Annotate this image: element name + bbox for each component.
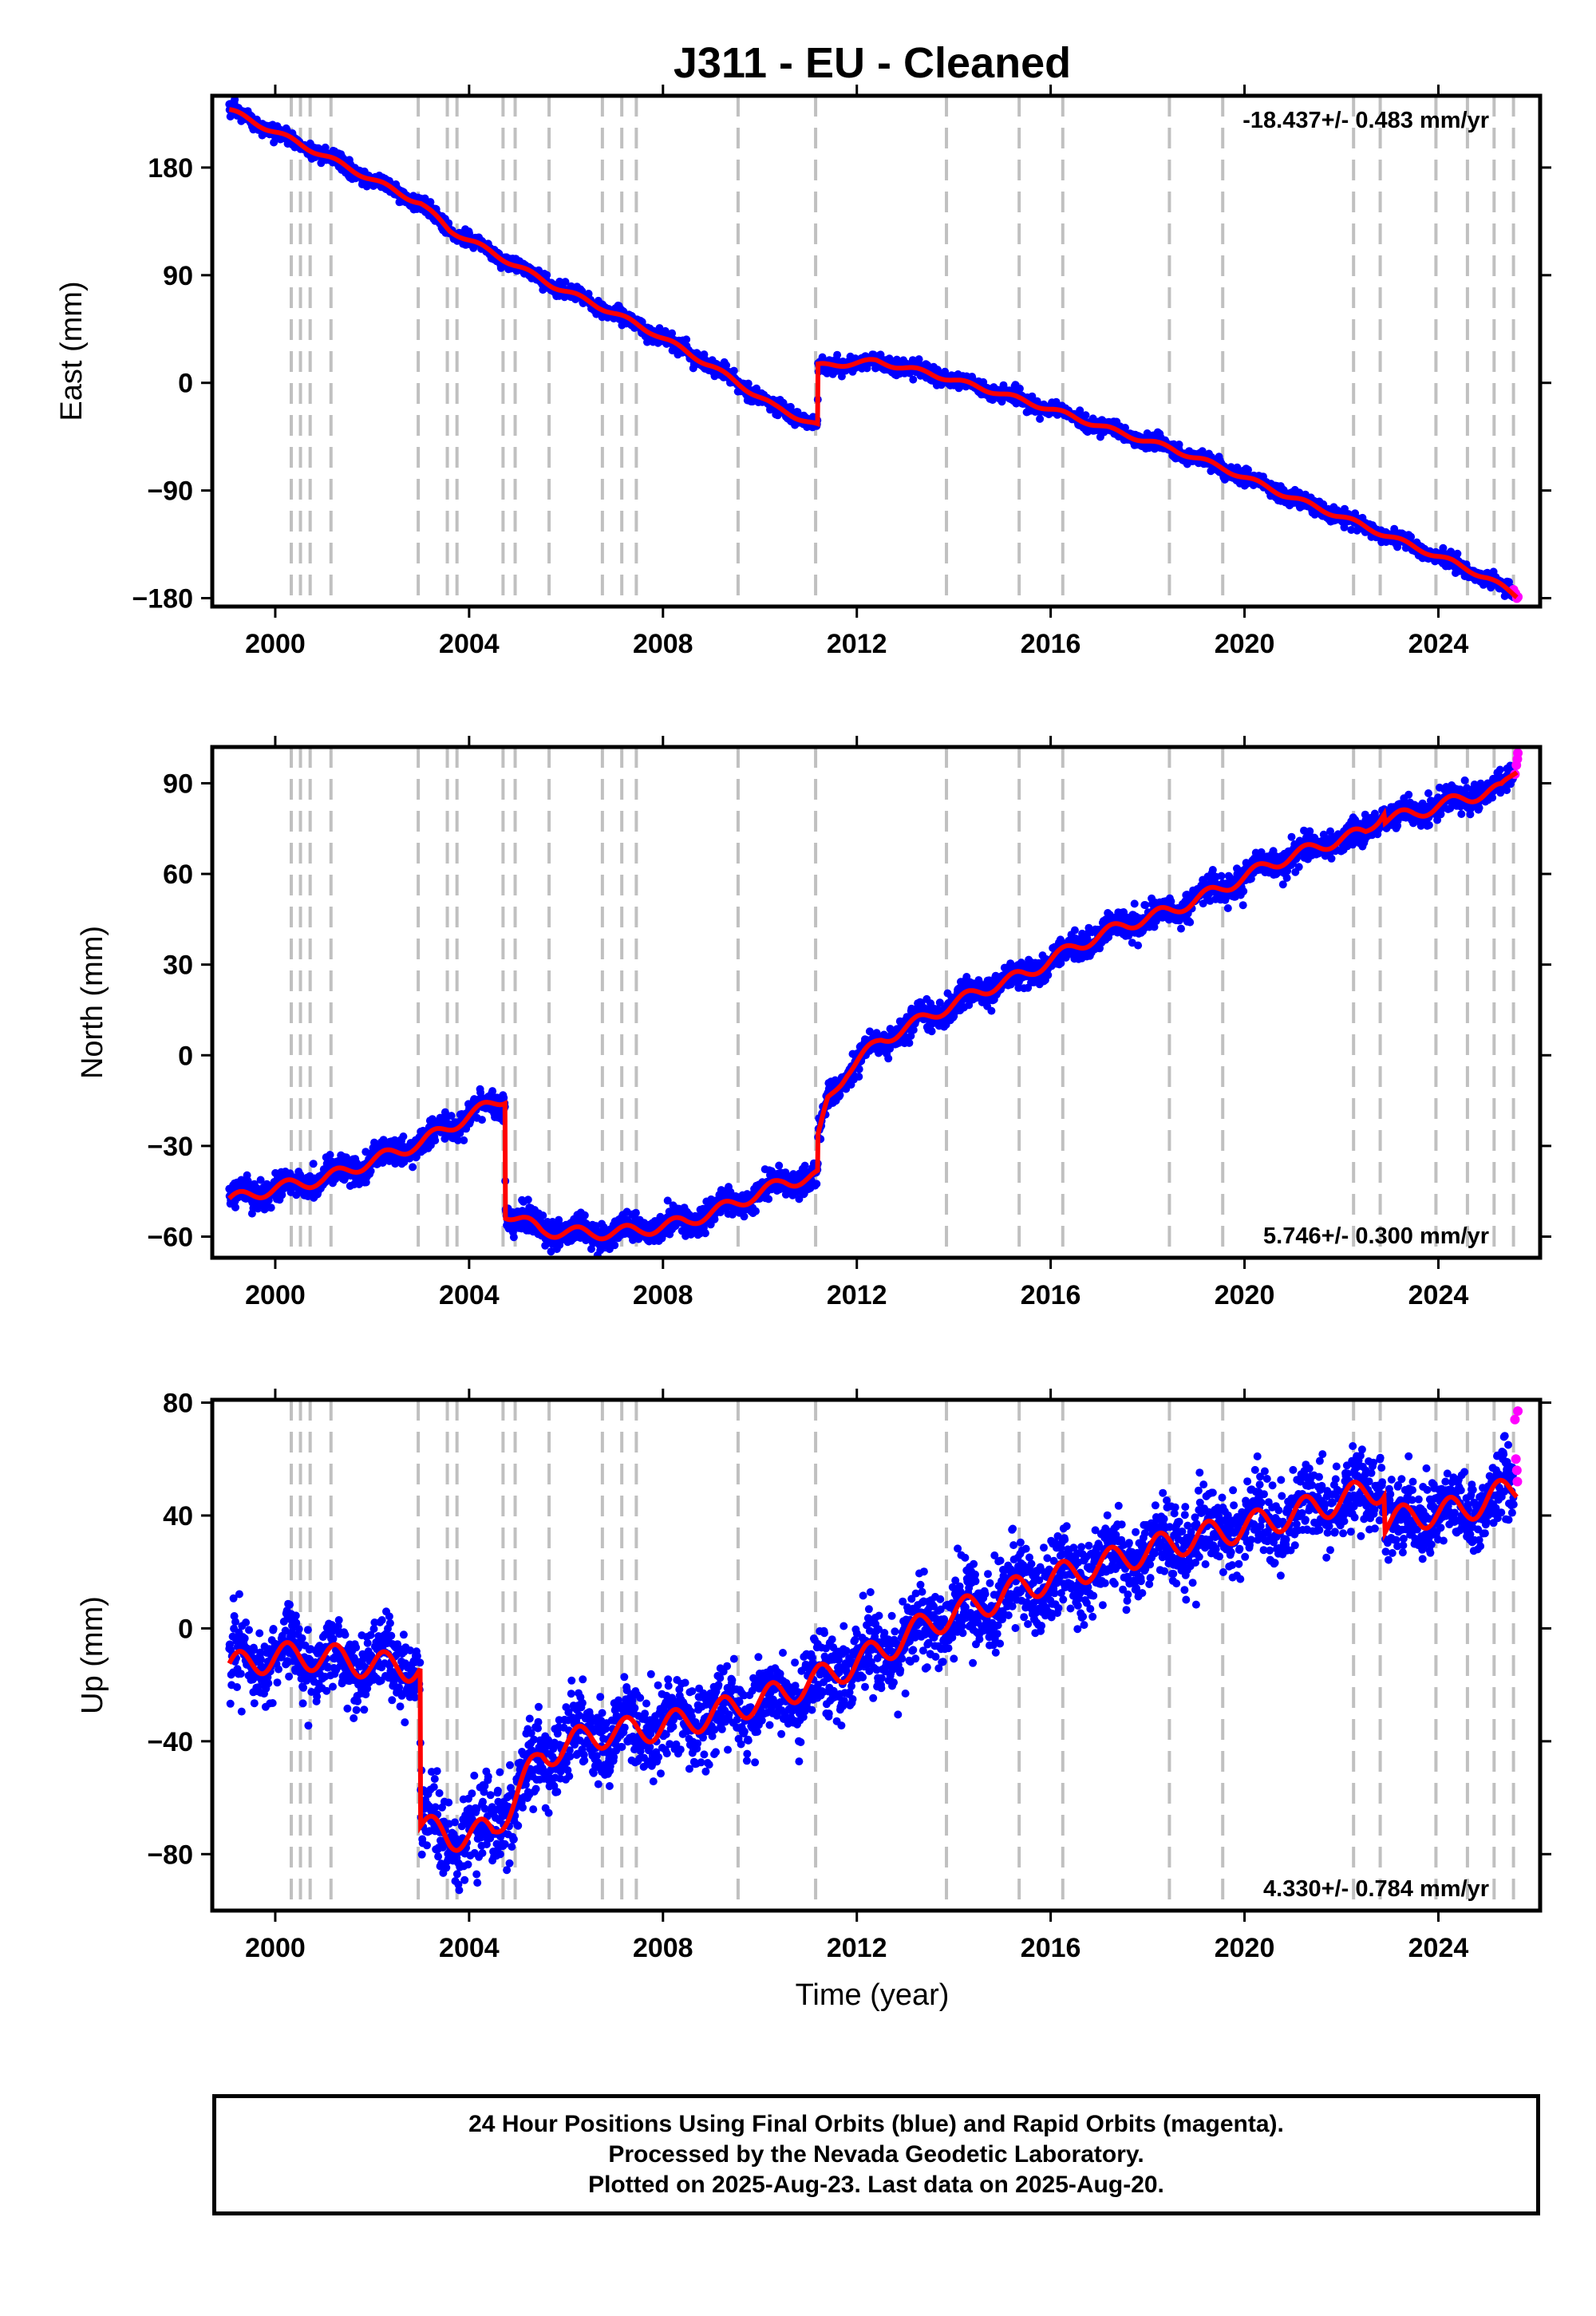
position-point (426, 198, 435, 207)
position-point (543, 271, 551, 279)
position-point (740, 1212, 749, 1221)
x-tick-label: 2004 (439, 629, 500, 659)
event-lines (289, 747, 1515, 1258)
position-point (979, 377, 988, 386)
velocity-annotation: -18.437+/- 0.483 mm/yr (1242, 108, 1489, 133)
position-point (270, 138, 279, 147)
position-point (1015, 384, 1024, 393)
y-tick-label: −90 (147, 476, 193, 507)
position-point (752, 1207, 760, 1215)
position-point (610, 1241, 619, 1250)
position-point (1036, 414, 1045, 423)
position-point (460, 1136, 468, 1144)
position-point (1175, 441, 1183, 449)
plot-frame (210, 93, 1543, 609)
position-point (729, 366, 738, 375)
x-tick-label: 2024 (1408, 629, 1469, 659)
y-tick-label: 90 (163, 261, 193, 291)
position-point (326, 1151, 334, 1159)
position-point (722, 361, 731, 370)
position-point (267, 1203, 275, 1212)
position-point (523, 1196, 532, 1204)
position-point (631, 1208, 640, 1217)
position-point (256, 1176, 265, 1184)
chart-title: J311 - EU - Cleaned (674, 39, 1071, 87)
position-point (366, 1167, 375, 1176)
x-tick-label: 2020 (1215, 629, 1275, 659)
position-point (539, 1211, 547, 1219)
position-point (1244, 465, 1252, 474)
y-axis-label: East (mm) (55, 281, 89, 421)
position-point (1121, 424, 1129, 432)
position-point (409, 1163, 417, 1172)
position-point (1347, 526, 1356, 534)
daily-positions (225, 748, 1523, 1258)
x-tick-label: 2000 (245, 629, 306, 659)
position-point (833, 350, 842, 359)
position-point (1351, 509, 1360, 518)
event-lines (289, 96, 1515, 607)
position-point (231, 1203, 239, 1211)
position-point (764, 1195, 773, 1203)
position-point (584, 290, 593, 298)
timeseries-figure: J311 - EU - Cleaned 2000 2004 2008 2012 2016… (55, 39, 1551, 2012)
position-point (309, 1160, 318, 1168)
position-point (1439, 543, 1448, 552)
position-point (812, 1180, 821, 1188)
position-point (701, 1229, 709, 1238)
y-tick-label: 0 (178, 369, 193, 399)
position-point (243, 1176, 252, 1185)
position-point (775, 1161, 784, 1170)
y-tick-label: −180 (132, 584, 193, 615)
position-point (668, 329, 677, 338)
position-point (580, 1211, 589, 1219)
position-point (700, 350, 709, 359)
x-tick-label: 2016 (1021, 629, 1081, 659)
model-curve (228, 107, 1519, 599)
position-point (1453, 549, 1462, 558)
position-point (744, 379, 753, 388)
position-point (399, 1132, 408, 1140)
position-point (1407, 532, 1416, 541)
position-point (837, 372, 846, 381)
position-point (321, 143, 330, 152)
x-tick-label: 2012 (827, 629, 887, 659)
position-point (370, 1138, 378, 1147)
position-point (278, 1191, 286, 1199)
position-point (1390, 524, 1399, 533)
position-point (509, 1233, 518, 1242)
y-tick-label: 180 (148, 153, 193, 184)
east-panel: 2000 2004 2008 2012 2016 2020 2024 −180 −90 0 90 18… (55, 85, 1551, 659)
position-point (1081, 411, 1090, 420)
north-panel: 2000 2004 2008 2012 2016 2020 2024−60−30030609… (76, 736, 1551, 1310)
position-point (488, 1087, 497, 1096)
position-point (431, 1136, 440, 1144)
daily-positions (225, 96, 1523, 603)
position-point (909, 375, 918, 384)
position-point (561, 278, 570, 287)
position-point (915, 355, 923, 364)
x-tick-label: 2008 (633, 629, 693, 659)
position-point (478, 1116, 486, 1124)
position-point (682, 335, 691, 344)
